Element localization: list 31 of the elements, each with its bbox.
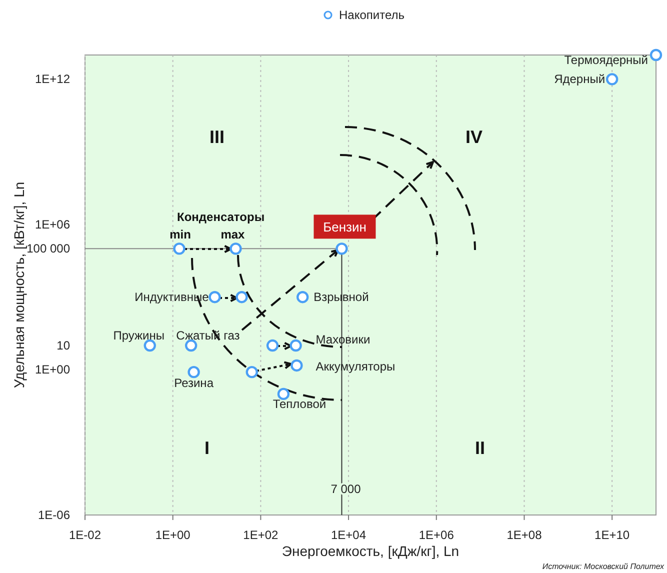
annotation: I [204,438,210,458]
annotation: max [220,228,246,242]
x-axis-title: Энергоемкость, [кДж/кг], Ln [282,543,460,559]
x-tick-label: 1E+10 [594,528,630,542]
annotation: Ядерный [554,72,606,86]
y-tick-label: 1E+06 [34,217,70,232]
annotation: Резина [174,376,214,390]
x-tick-label: 1E+06 [418,528,454,542]
x-tick-label: 1E+02 [243,528,279,542]
x-tick-label: 1E-02 [68,528,102,542]
y-tick-label: 100 000 [26,242,70,256]
x-tick-label: 1E+08 [506,528,542,542]
annotation: Термоядерный [564,53,648,67]
y-tick-label: 10 [56,338,70,353]
annotation: Пружины [113,328,165,343]
annotation: Тепловой [272,396,326,411]
annotation: Конденсаторы [177,210,265,224]
y-axis-title: Удельная мощность, [кВт/кг], Ln [11,182,27,388]
y-tick-label: 1E+00 [34,362,70,377]
annotation: min [170,228,191,242]
x-tick-label: 1E+00 [155,528,191,542]
annotation: Индуктивные [134,290,210,304]
text: Источник: Московский Политех [542,562,665,571]
annotation: IV [465,127,483,147]
annotation: II [474,438,486,458]
annotation: III [209,127,225,147]
annotation: Бензин [323,220,366,235]
y-tick-label: 1E+12 [34,72,70,86]
legend-label: Накопитель [339,8,404,22]
y-tick-label: 1E-06 [38,508,70,522]
x-tick-label: 1E+04 [331,528,366,542]
